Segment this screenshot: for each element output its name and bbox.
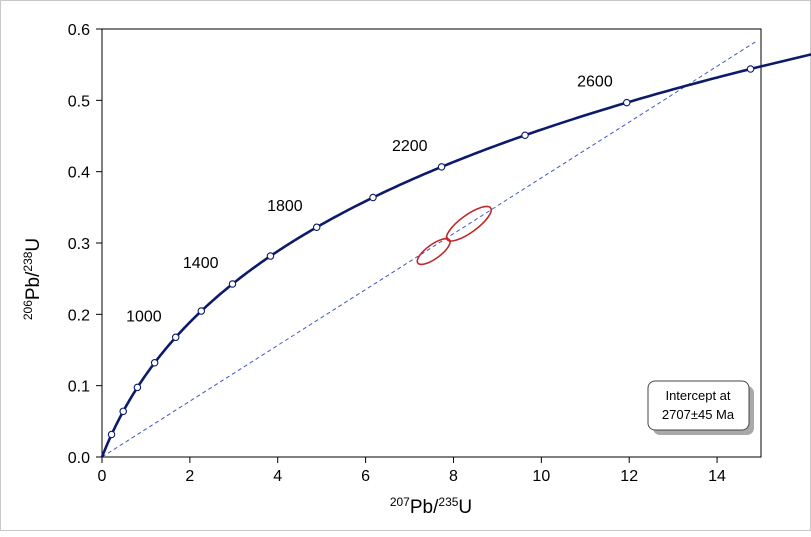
x-tick-label: 0 bbox=[98, 468, 107, 485]
error-ellipses bbox=[416, 205, 492, 266]
concordia-age-labels: 1000 1400 1800 2200 2600 bbox=[126, 74, 613, 326]
x-tick-label: 4 bbox=[273, 468, 282, 485]
error-ellipse bbox=[416, 237, 451, 266]
x-tick-label: 2 bbox=[185, 468, 194, 485]
age-label: 1400 bbox=[183, 255, 219, 272]
age-marker bbox=[266, 252, 275, 260]
age-marker bbox=[521, 131, 529, 139]
annotation-line-2: 2707±45 Ma bbox=[662, 407, 735, 422]
age-label: 2200 bbox=[392, 138, 428, 155]
x-axis-title: 207Pb/235U bbox=[390, 495, 472, 518]
age-marker bbox=[150, 358, 159, 367]
axes: 0 2 4 6 8 10 12 14 0.0 0.1 0.2 0.3 0.4 0.5 0.6 bbox=[68, 22, 726, 485]
intercept-annotation: Intercept at 2707±45 Ma bbox=[647, 380, 754, 435]
age-label: 2600 bbox=[577, 74, 613, 91]
y-tick-label: 0.6 bbox=[68, 22, 90, 39]
y-axis-title: 206Pb/238U bbox=[21, 238, 44, 320]
age-marker bbox=[133, 383, 142, 392]
y-tick-label: 0.3 bbox=[68, 236, 90, 253]
age-marker bbox=[228, 280, 237, 288]
age-marker bbox=[197, 307, 206, 315]
x-tick-label: 8 bbox=[449, 468, 458, 485]
age-marker bbox=[107, 430, 116, 439]
y-tick-label: 0.5 bbox=[68, 93, 90, 110]
y-tick-label: 0.4 bbox=[68, 165, 90, 182]
age-marker bbox=[437, 163, 446, 171]
age-marker bbox=[312, 223, 321, 231]
age-marker bbox=[622, 98, 631, 107]
y-tick-label: 0.0 bbox=[68, 450, 90, 467]
x-tick-label: 12 bbox=[620, 468, 638, 485]
age-marker bbox=[119, 407, 127, 416]
annotation-line-1: Intercept at bbox=[665, 388, 730, 403]
x-tick-label: 6 bbox=[361, 468, 370, 485]
age-label: 1800 bbox=[267, 198, 303, 215]
y-tick-label: 0.1 bbox=[68, 379, 90, 396]
annotation-box bbox=[647, 380, 750, 431]
error-ellipse bbox=[445, 205, 492, 242]
discordia-line bbox=[101, 40, 757, 458]
age-marker bbox=[746, 65, 755, 73]
age-label: 1000 bbox=[126, 308, 162, 325]
x-tick-label: 10 bbox=[532, 468, 550, 485]
concordia-age-markers bbox=[107, 65, 755, 439]
age-marker bbox=[171, 333, 180, 342]
x-tick-label: 14 bbox=[708, 468, 726, 485]
age-marker bbox=[369, 193, 377, 202]
y-tick-label: 0.2 bbox=[68, 307, 90, 324]
